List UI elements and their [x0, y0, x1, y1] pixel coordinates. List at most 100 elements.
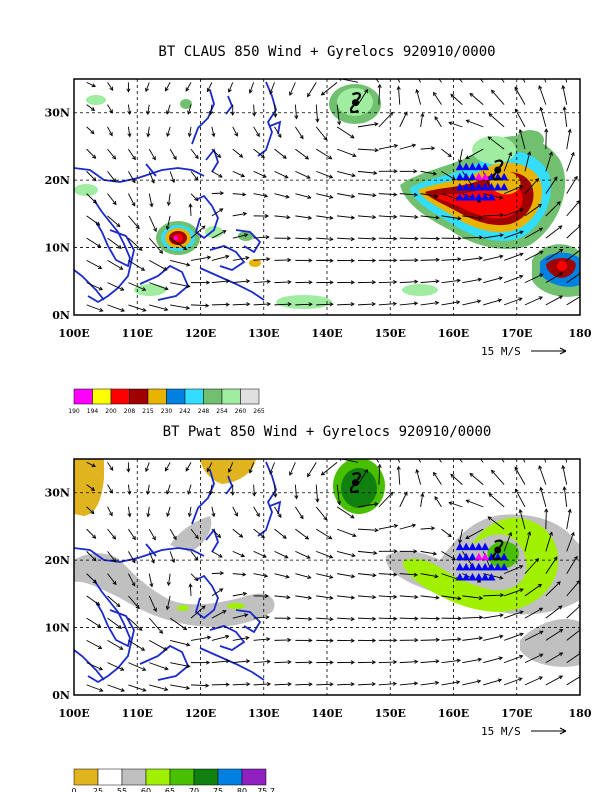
wind-arrow-head [558, 295, 564, 300]
x-tick-label: 120E [185, 327, 216, 340]
wind-arrow-head [263, 573, 269, 578]
wind-arrow-head [146, 110, 151, 116]
wind-arrow-head [534, 178, 539, 183]
wind-arrow [357, 503, 378, 508]
wind-arrow [210, 484, 213, 495]
wind-arrow-head [372, 193, 377, 198]
wind-arrow-head [307, 473, 311, 478]
wind-arrow [378, 112, 394, 128]
wind-arrow-head [294, 115, 299, 120]
wind-arrow [433, 92, 442, 105]
wind-arrow [128, 282, 146, 291]
wind-arrow-head [432, 551, 438, 556]
wind-arrow-head [194, 556, 199, 561]
wind-arrow [169, 528, 177, 540]
wind-arrow-head [245, 635, 250, 641]
wind-arrow [524, 558, 539, 574]
wind-arrow [232, 303, 250, 306]
wind-arrow [86, 573, 97, 584]
wind-arrow-head [112, 580, 117, 586]
wind-arrow [232, 614, 248, 619]
wind-arrow-head [465, 499, 470, 504]
wind-arrow [211, 255, 229, 261]
gyreloc-blue [468, 552, 477, 561]
gyreloc-blue [474, 562, 483, 571]
wind-arrow-head [366, 67, 369, 70]
gyreloc-blue [455, 542, 464, 551]
wind-arrow [86, 104, 95, 111]
x-tick-label: 100E [58, 327, 89, 340]
wind-arrow [519, 509, 526, 530]
wind-arrow [211, 610, 227, 619]
wind-arrow-head [315, 118, 320, 123]
wind-arrow-head [527, 151, 532, 156]
wind-arrow-head [476, 679, 482, 684]
wind-arrow [524, 250, 544, 261]
wind-arrow-head [256, 132, 260, 138]
wind-arrow-head [329, 194, 334, 199]
wind-arrow [316, 550, 333, 559]
wind-arrow-head [245, 279, 251, 284]
wind-arrow-head [469, 472, 474, 477]
wind-arrow-head [149, 203, 154, 208]
wind-arrow [441, 550, 456, 561]
wind-arrow-head [392, 681, 398, 686]
typhoon-symbol [349, 92, 362, 114]
wind-arrow [466, 119, 484, 128]
wind-arrow-head [479, 615, 484, 620]
wind-arrow [253, 148, 265, 158]
wind-arrow [249, 462, 255, 473]
wind-arrow-head [185, 87, 190, 92]
wind-arrow-head [315, 498, 320, 503]
wind-arrow [274, 683, 291, 686]
wind-arrow [289, 462, 296, 476]
wind-arrow-head [434, 495, 439, 501]
wind-arrow [487, 136, 505, 150]
wind-arrow [524, 178, 539, 194]
wind-arrow [503, 231, 524, 239]
wind-arrow [399, 215, 418, 218]
wind-arrow [166, 506, 171, 517]
wind-arrow [170, 259, 190, 266]
panel2-plot [74, 446, 580, 695]
wind-arrow-head [350, 258, 356, 263]
wind-arrow [545, 249, 563, 261]
wind-arrow-head [273, 493, 278, 498]
wind-arrow-head [527, 531, 532, 536]
wind-arrow [420, 493, 424, 507]
wind-arrow-head [488, 493, 493, 498]
wind-arrow-head [499, 195, 504, 200]
wind-arrow [107, 148, 116, 160]
wind-arrow [211, 230, 227, 239]
wind-arrow-head [112, 155, 117, 160]
wind-arrow-head [246, 682, 251, 687]
wind-arrow-head [488, 113, 493, 118]
wind-arrow [295, 573, 311, 579]
colorbar-label: 260 [235, 408, 247, 415]
wind-arrow-head [98, 666, 104, 671]
gyreloc-blue [500, 552, 509, 561]
wind-arrow-head [208, 491, 213, 496]
wind-arrow [562, 85, 568, 105]
wind-arrow-head [561, 65, 564, 68]
wind-arrow-head [127, 513, 132, 518]
wind-arrow [566, 580, 580, 597]
wind-arrow-head [234, 132, 238, 137]
wind-arrow-head [350, 574, 356, 579]
gyreloc-blue [474, 573, 483, 581]
wind-arrow [399, 617, 418, 620]
wind-arrow-head [499, 254, 504, 259]
wind-arrow-head [539, 65, 542, 68]
wind-arrow [86, 193, 97, 204]
wind-arrow [149, 684, 168, 691]
wind-arrow [149, 662, 169, 670]
wind-arrow [337, 617, 355, 620]
wind-arrow-head [217, 533, 222, 539]
wind-arrow [86, 595, 100, 606]
wind-arrow-head [145, 467, 149, 473]
gyreloc-blue [474, 542, 483, 551]
wind-arrow-head [433, 91, 437, 97]
wind-arrow-head [519, 208, 524, 213]
wind-arrow-head [165, 605, 170, 611]
wind-arrow-head [516, 446, 519, 449]
